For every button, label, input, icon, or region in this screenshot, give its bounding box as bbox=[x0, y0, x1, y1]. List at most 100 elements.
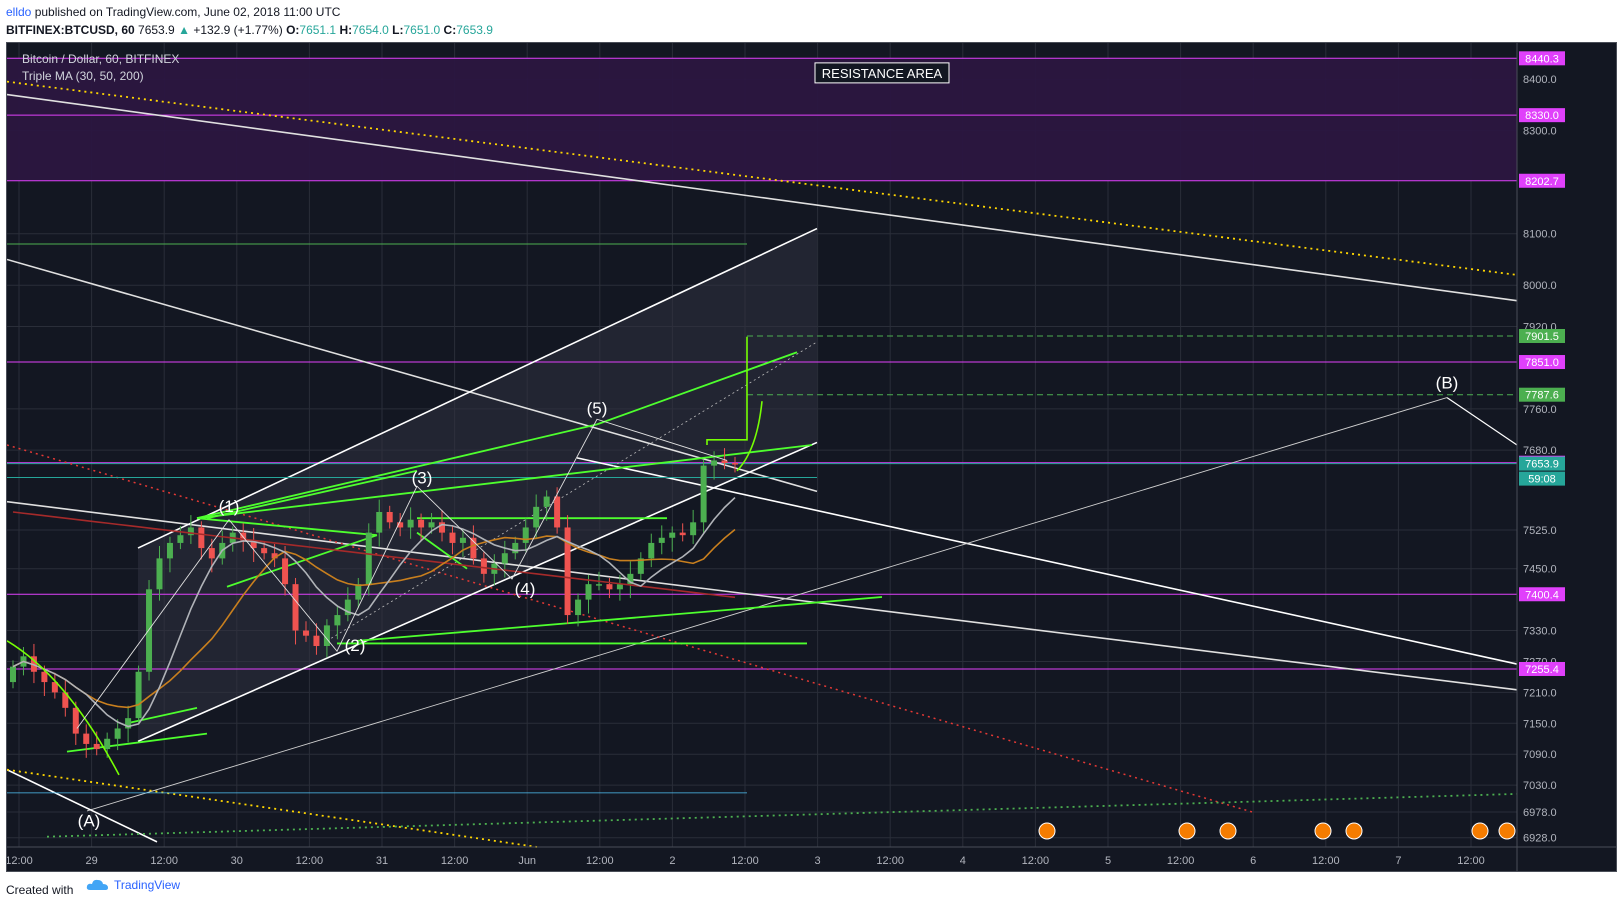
candle-body bbox=[732, 463, 738, 465]
event-flag-icon bbox=[1219, 822, 1237, 840]
candle-body bbox=[30, 656, 37, 672]
green-trend-line bbox=[196, 444, 813, 520]
candle-body bbox=[282, 558, 289, 585]
price-tag-text: 8330.0 bbox=[1525, 110, 1559, 122]
price-tag-text: 8202.7 bbox=[1525, 176, 1559, 188]
price-tick-label: 7090.0 bbox=[1523, 749, 1557, 761]
created-with-text: Created with bbox=[6, 883, 74, 897]
chart-legend-indicator: Triple MA (30, 50, 200) bbox=[22, 69, 144, 83]
candle-body bbox=[418, 519, 425, 528]
price-tick-label: 7030.0 bbox=[1523, 780, 1557, 792]
dotted-trend-line bbox=[326, 341, 818, 642]
price-tick-label: 7210.0 bbox=[1523, 687, 1557, 699]
price-tag: 8330.0 bbox=[1519, 108, 1565, 123]
candle-body bbox=[397, 522, 404, 528]
price-tag: 8202.7 bbox=[1519, 173, 1565, 188]
time-tick-label: 12:00 bbox=[1022, 855, 1050, 867]
candle-body bbox=[595, 584, 602, 586]
price-tag: 7653.9 bbox=[1519, 456, 1565, 471]
chart-canvas[interactable]: (1) (2) (3) (4) (5) (A) (B) RESISTANCE AREA 8400… bbox=[6, 42, 1617, 872]
resistance-label-box bbox=[814, 62, 950, 84]
chart-svg[interactable]: (1) (2) (3) (4) (5) (A) (B) RESISTANCE AREA 8400… bbox=[7, 43, 1616, 871]
price-tick-label: 7330.0 bbox=[1523, 626, 1557, 638]
dotted-trend-line bbox=[46, 793, 1518, 838]
time-tick-label: 12:00 bbox=[7, 855, 33, 867]
time-tick-label: 2 bbox=[669, 855, 675, 867]
candle-body bbox=[104, 738, 111, 750]
low-label: L: bbox=[392, 23, 404, 37]
candle-body bbox=[156, 558, 163, 590]
wave-label-wave-3: (3) bbox=[412, 469, 433, 488]
cloud-logo-icon bbox=[86, 879, 108, 890]
close-label: C: bbox=[443, 23, 457, 37]
time-tick-label: 12:00 bbox=[1167, 855, 1195, 867]
wave-label-wave-5: (5) bbox=[587, 399, 608, 418]
price-tag: 7901.5 bbox=[1519, 328, 1565, 343]
candle-body bbox=[177, 535, 184, 543]
time-tick-label: 29 bbox=[85, 855, 97, 867]
candle-body bbox=[627, 573, 634, 585]
up-arrow-icon: ▲ bbox=[178, 23, 190, 37]
candle-body bbox=[313, 635, 320, 646]
candle-body bbox=[407, 519, 414, 528]
close-value: 7653.9 bbox=[456, 23, 493, 37]
time-tick-label: 12:00 bbox=[1457, 855, 1485, 867]
chart-legend-title: Bitcoin / Dollar, 60, BITFINEX bbox=[22, 52, 180, 66]
time-tick-label: 6 bbox=[1250, 855, 1256, 867]
candle-body bbox=[146, 589, 153, 672]
event-flag-icon bbox=[1345, 822, 1363, 840]
symbol-name: BITFINEX:BTCUSD, 60 bbox=[6, 23, 135, 37]
time-tick-label: 12:00 bbox=[296, 855, 324, 867]
time-tick-label: 31 bbox=[376, 855, 388, 867]
candle-body bbox=[669, 532, 676, 538]
chart-header: elldo published on TradingView.com, June… bbox=[0, 0, 1623, 42]
trend-line bbox=[7, 258, 818, 493]
dotted-trend-line bbox=[7, 444, 1253, 813]
trend-line bbox=[7, 500, 1518, 691]
price-tag-box bbox=[1519, 661, 1565, 676]
candle-body bbox=[512, 542, 519, 554]
candle-body bbox=[10, 666, 16, 683]
time-tick-label: 12:00 bbox=[150, 855, 178, 867]
price-tag-box bbox=[1519, 51, 1565, 66]
price-tick-label: 8000.0 bbox=[1523, 280, 1557, 292]
author-link[interactable]: elldo bbox=[6, 5, 32, 19]
dotted-trend-line bbox=[7, 80, 1518, 276]
candle-body bbox=[606, 584, 613, 590]
ma-30-line bbox=[12, 496, 736, 728]
price-tick-label: 7150.0 bbox=[1523, 718, 1557, 730]
trend-line bbox=[7, 93, 1518, 302]
candle-body bbox=[690, 522, 697, 536]
price-tag-text: 7787.6 bbox=[1525, 390, 1559, 402]
wave-label-wave-2: (2) bbox=[345, 636, 366, 655]
candle-body bbox=[365, 532, 372, 585]
candle-body bbox=[187, 527, 194, 536]
green-trend-line bbox=[356, 596, 883, 642]
price-tag-text: 7851.0 bbox=[1525, 357, 1559, 369]
green-trend-line bbox=[196, 423, 598, 520]
price-tick-label: 7525.0 bbox=[1523, 525, 1557, 537]
candle-body bbox=[41, 671, 48, 683]
candle-body bbox=[125, 718, 132, 729]
green-trend-line bbox=[196, 517, 378, 537]
brand-name: TradingView bbox=[114, 878, 181, 892]
price-tag-box bbox=[1519, 387, 1565, 402]
footer: Created with TradingView bbox=[0, 872, 1623, 906]
candle-body bbox=[658, 537, 665, 543]
price-tag-box bbox=[1519, 355, 1565, 370]
time-tick-label: 30 bbox=[231, 855, 243, 867]
wave-label-wave-b: (B) bbox=[1436, 373, 1459, 392]
candle-body bbox=[166, 542, 173, 559]
candle-body bbox=[51, 682, 58, 693]
candle-body bbox=[334, 615, 341, 626]
candle-body bbox=[198, 527, 205, 549]
candle-body bbox=[585, 584, 592, 600]
candle-body bbox=[271, 553, 278, 559]
wave-label-wave-4: (4) bbox=[515, 579, 536, 598]
low-value: 7651.0 bbox=[403, 23, 441, 37]
price-tick-label: 8400.0 bbox=[1523, 74, 1557, 86]
open-value: 7651.1 bbox=[299, 23, 337, 37]
price-tick-label: 6928.0 bbox=[1523, 833, 1557, 845]
tradingview-link[interactable]: TradingView bbox=[86, 878, 180, 892]
price-change: +132.9 (+1.77%) bbox=[193, 23, 283, 37]
